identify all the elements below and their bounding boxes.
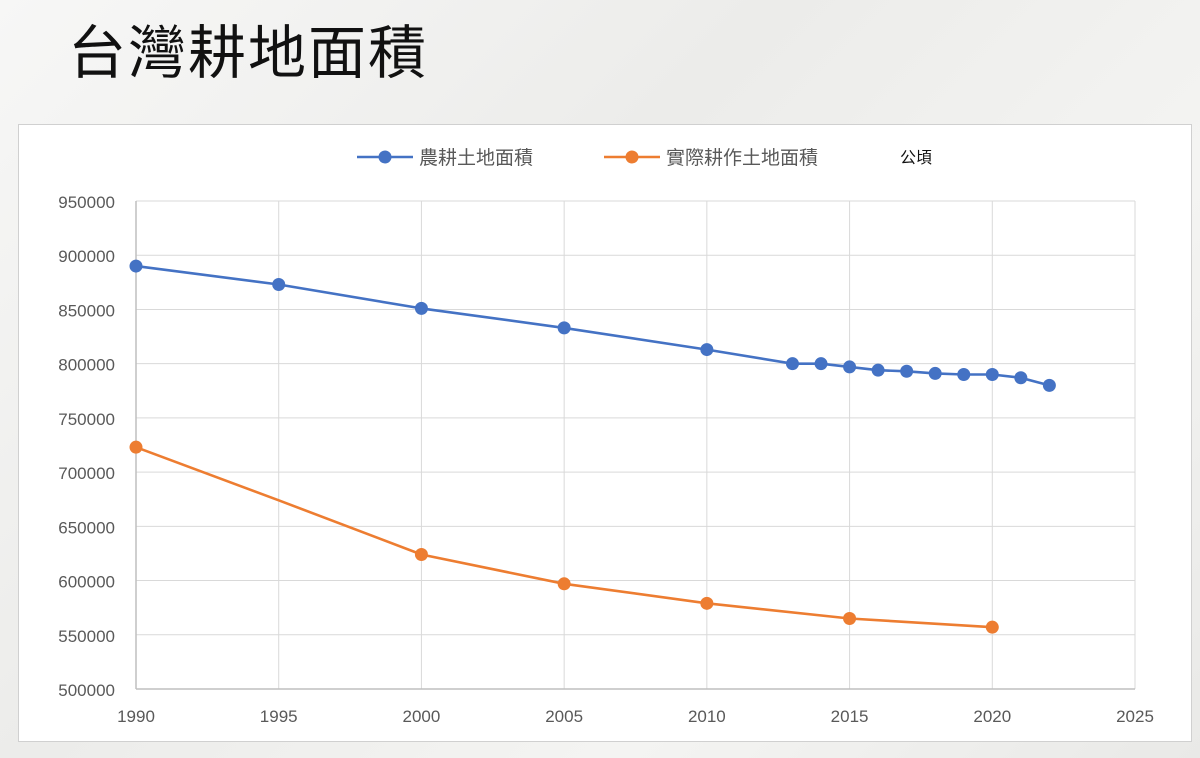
data-point-series-1 <box>843 360 857 374</box>
data-point-series-2 <box>414 548 428 562</box>
data-point-series-2 <box>129 440 143 454</box>
data-point-series-1 <box>814 357 828 371</box>
data-point-series-2 <box>557 577 571 591</box>
data-point-series-1 <box>785 357 799 371</box>
data-point-series-1 <box>129 259 143 273</box>
legend-label: 實際耕作土地面積 <box>666 147 818 169</box>
x-tick-label: 2000 <box>403 707 441 726</box>
data-point-series-1 <box>957 368 971 382</box>
x-tick-label: 2005 <box>545 707 583 726</box>
x-tick-label: 1990 <box>117 707 155 726</box>
y-tick-label: 800000 <box>58 356 115 375</box>
legend-label: 農耕土地面積 <box>419 147 533 169</box>
x-tick-label: 1995 <box>260 707 298 726</box>
data-point-series-1 <box>871 363 885 377</box>
data-point-series-2 <box>985 620 999 634</box>
unit-label: 公頃 <box>900 148 932 167</box>
legend-swatch-marker <box>378 150 392 164</box>
legend-swatch-marker <box>625 150 639 164</box>
data-point-series-1 <box>272 278 286 292</box>
y-tick-label: 750000 <box>58 410 115 429</box>
data-point-series-1 <box>414 301 428 315</box>
data-point-series-1 <box>985 368 999 382</box>
slide-title: 台灣耕地面積 <box>68 19 429 87</box>
data-point-series-2 <box>843 612 857 626</box>
data-point-series-1 <box>900 364 914 378</box>
y-tick-label: 700000 <box>58 464 115 483</box>
data-point-series-1 <box>1042 378 1056 392</box>
y-tick-label: 600000 <box>58 573 115 592</box>
data-point-series-1 <box>928 366 942 380</box>
data-point-series-1 <box>557 321 571 335</box>
x-tick-label: 2010 <box>688 707 726 726</box>
chart-frame: 950000 900000 850000 800000 750000 700000 6500… <box>18 124 1192 742</box>
data-point-series-1 <box>1014 371 1028 385</box>
y-tick-label: 550000 <box>58 627 115 646</box>
x-tick-label: 2015 <box>831 707 869 726</box>
y-tick-label: 950000 <box>58 193 115 212</box>
y-tick-label: 650000 <box>58 518 115 537</box>
x-tick-label: 2020 <box>973 707 1011 726</box>
x-tick-label: 2025 <box>1116 707 1154 726</box>
data-point-series-2 <box>700 596 714 610</box>
y-tick-label: 900000 <box>58 247 115 266</box>
y-tick-label: 850000 <box>58 301 115 320</box>
line-chart: 950000 900000 850000 800000 750000 700000 6500… <box>58 147 1154 726</box>
data-point-series-1 <box>700 343 714 357</box>
y-tick-label: 500000 <box>58 681 115 700</box>
